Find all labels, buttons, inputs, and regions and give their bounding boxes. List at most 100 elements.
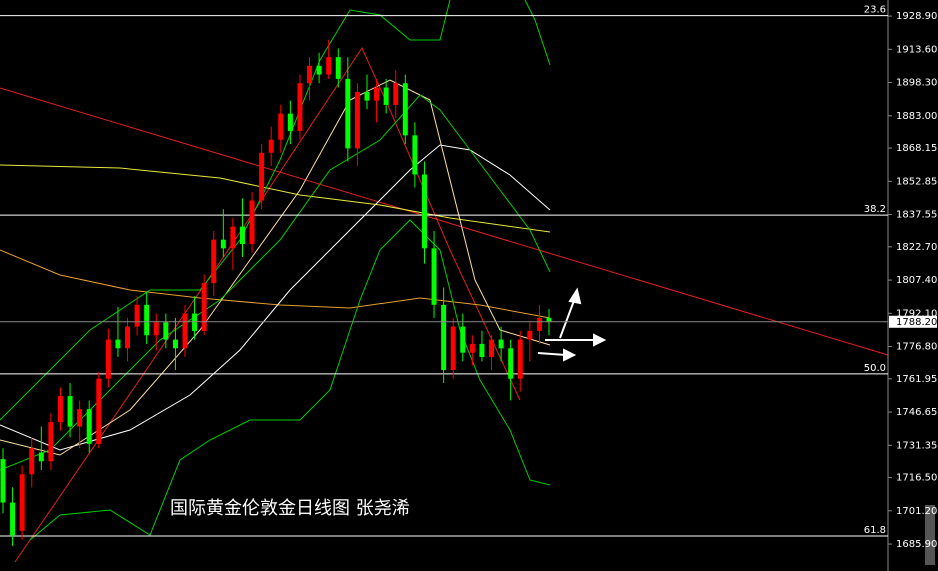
arrow <box>537 352 567 356</box>
fib-label: 50.0 <box>864 363 886 374</box>
arrow-head <box>593 333 607 347</box>
y-tick-label: 1898.30 <box>896 78 937 89</box>
arrow <box>559 297 576 339</box>
y-tick-label: 1685.90 <box>896 539 937 550</box>
candle-body <box>57 396 63 423</box>
candle-body <box>10 502 16 536</box>
candle-body <box>345 78 351 149</box>
candle-body <box>38 452 44 462</box>
candle-body <box>546 317 552 322</box>
candle-body <box>201 283 207 331</box>
current-price-box <box>889 315 937 328</box>
candle-body <box>105 339 111 379</box>
bollinger-band <box>0 0 451 421</box>
candle-body <box>441 304 447 371</box>
y-tick-label: 1852.85 <box>896 176 937 187</box>
candle-body <box>479 343 485 357</box>
y-tick-label: 1792.10 <box>896 308 937 319</box>
y-tick-label: 1776.80 <box>896 342 937 353</box>
direction-arrows <box>537 287 607 362</box>
candle-body <box>326 57 332 75</box>
arrow-head <box>563 348 577 362</box>
candle-body <box>211 239 217 284</box>
y-tick-label: 1822.70 <box>896 242 937 253</box>
candle-body <box>96 378 102 444</box>
y-tick-label: 1883.00 <box>896 111 937 122</box>
fib-label: 61.8 <box>864 525 886 536</box>
candle-body <box>67 396 73 427</box>
candle-body <box>393 83 399 105</box>
candle-body <box>144 304 150 336</box>
y-tick-label: 1913.60 <box>896 44 937 55</box>
bollinger-band <box>0 94 551 471</box>
candle-body <box>163 322 169 340</box>
candle-body <box>220 239 226 249</box>
y-tick-label: 1928.90 <box>896 11 937 22</box>
candle-body <box>268 139 274 153</box>
candle-body <box>450 326 456 371</box>
candle-body <box>508 348 514 379</box>
trend-line <box>14 46 521 563</box>
fib-label: 38.2 <box>864 204 886 215</box>
y-tick-label: 1746.65 <box>896 407 937 418</box>
scrollbar <box>925 505 935 565</box>
candle-body <box>172 339 178 349</box>
bollinger-band <box>524 0 551 66</box>
y-tick-label: 1837.55 <box>896 210 937 221</box>
candle-body <box>115 339 121 349</box>
candle-body <box>278 113 284 140</box>
candle-body <box>134 304 140 327</box>
candle-body <box>527 330 533 340</box>
candle-body <box>29 448 35 475</box>
y-tick-label: 1716.50 <box>896 473 937 484</box>
candle-body <box>374 87 380 101</box>
candle-body <box>307 65 313 84</box>
candle-body <box>297 83 303 132</box>
y-tick-label: 1731.35 <box>896 440 937 451</box>
candle-body <box>517 339 523 379</box>
candle-body <box>153 322 159 336</box>
candle-body <box>125 326 131 349</box>
y-tick-label: 1761.95 <box>896 374 937 385</box>
candle-body <box>460 326 466 353</box>
candle-body <box>489 339 495 357</box>
candle-body <box>259 152 265 201</box>
y-tick-label: 1807.40 <box>896 275 937 286</box>
candle-body <box>354 91 360 149</box>
y-tick-label: 1868.15 <box>896 143 937 154</box>
candle-body <box>19 474 25 531</box>
bollinger-band <box>29 219 551 541</box>
candle-body <box>77 409 83 427</box>
fib-label: 23.6 <box>864 5 886 16</box>
candle-body <box>498 339 504 349</box>
candle-body <box>469 343 475 353</box>
candle-body <box>239 226 245 245</box>
candle-body <box>48 422 54 462</box>
current-price-label: 1788.20 <box>896 317 937 328</box>
candle-body <box>316 65 322 75</box>
trend-line <box>0 87 889 356</box>
candle-body <box>335 57 341 79</box>
candle-body <box>402 83 408 136</box>
moving-average <box>0 144 551 451</box>
candle-body <box>536 317 542 331</box>
candle-body <box>182 313 188 349</box>
candle-body <box>364 91 370 101</box>
arrow-head <box>568 287 582 305</box>
candle-body <box>383 87 389 105</box>
moving-average <box>0 249 551 319</box>
candle-body <box>249 200 255 245</box>
candle-body <box>0 459 6 503</box>
candle-body <box>230 226 236 249</box>
candle-body <box>412 135 418 175</box>
candle-body <box>86 409 92 444</box>
candle-body <box>421 174 427 249</box>
candle-body <box>431 248 437 305</box>
chart-title: 国际黄金伦敦金日线图 张尧浠 <box>170 498 410 519</box>
y-tick-label: 1701.20 <box>896 506 937 517</box>
candle-body <box>287 113 293 132</box>
moving-average <box>0 164 551 233</box>
